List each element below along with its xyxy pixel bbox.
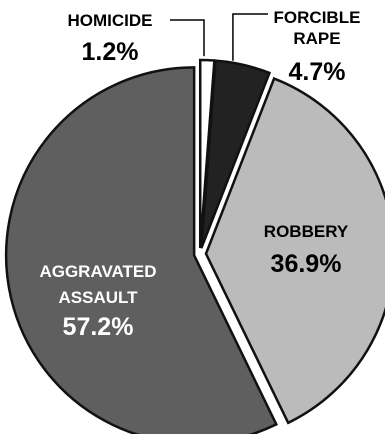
label-forcible-rape-line1: FORCIBLE [274,8,361,27]
label-homicide: HOMICIDE [68,11,153,30]
pie-slice-robbery [204,76,385,425]
label-robbery: ROBBERY [264,222,349,241]
value-robbery: 36.9% [271,250,342,278]
label-forcible-rape-line2: RAPE [293,29,340,48]
pie-slices [4,58,385,434]
pie-slice-forcible-rape [200,59,272,249]
value-homicide: 1.2% [82,38,139,66]
label-aggravated-assault-line2: ASSAULT [58,288,138,307]
value-forcible-rape: 4.7% [289,58,346,86]
leader-lines [170,13,268,61]
value-aggravated-assault: 57.2% [63,313,134,341]
label-aggravated-assault-line1: AGGRAVATED [39,262,156,281]
leader-line-forcible-rape [232,13,268,61]
pie-slice-aggravated-assault [4,66,279,434]
leader-line-homicide [170,19,205,57]
